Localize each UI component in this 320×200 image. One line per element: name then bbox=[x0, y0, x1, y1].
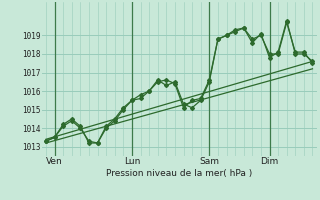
X-axis label: Pression niveau de la mer( hPa ): Pression niveau de la mer( hPa ) bbox=[106, 169, 252, 178]
